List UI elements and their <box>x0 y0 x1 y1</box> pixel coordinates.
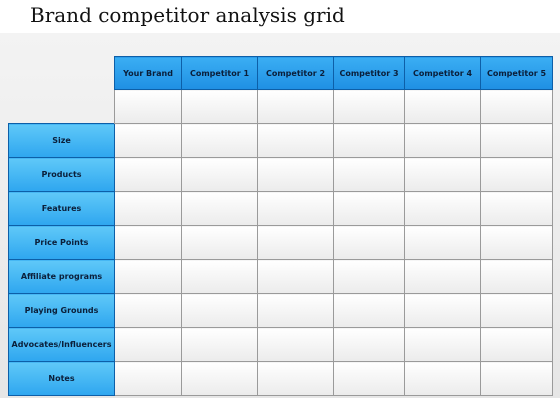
column-header: Competitor 4 <box>404 56 481 90</box>
table-cell[interactable] <box>404 157 481 192</box>
table-cell[interactable] <box>257 123 334 158</box>
column-header: Competitor 2 <box>257 56 334 90</box>
table-cell[interactable] <box>404 361 481 396</box>
table-cell[interactable] <box>114 157 182 192</box>
row-header: Playing Grounds <box>8 293 115 328</box>
table-cell[interactable] <box>333 89 405 124</box>
table-cell[interactable] <box>114 191 182 226</box>
table-row: Price Points <box>8 225 553 260</box>
row-header: Features <box>8 191 115 226</box>
table-cell[interactable] <box>404 89 481 124</box>
table-row: Affiliate programs <box>8 259 553 294</box>
table-row: Features <box>8 191 553 226</box>
table-cell[interactable] <box>404 123 481 158</box>
table-cell[interactable] <box>257 225 334 260</box>
table-cell[interactable] <box>480 361 553 396</box>
corner-cell <box>9 57 115 90</box>
table-cell[interactable] <box>181 191 258 226</box>
table-cell[interactable] <box>333 327 405 362</box>
table-row: Products <box>8 157 553 192</box>
table-cell[interactable] <box>404 225 481 260</box>
table-row: Notes <box>8 361 553 396</box>
table-cell[interactable] <box>114 327 182 362</box>
column-header: Competitor 5 <box>480 56 553 90</box>
table-cell[interactable] <box>181 361 258 396</box>
table-cell[interactable] <box>114 123 182 158</box>
table-cell[interactable] <box>333 293 405 328</box>
row-header: Notes <box>8 361 115 396</box>
table-cell[interactable] <box>181 123 258 158</box>
table-cell[interactable] <box>480 157 553 192</box>
table-cell[interactable] <box>404 327 481 362</box>
row-header: Affiliate programs <box>8 259 115 294</box>
table-cell[interactable] <box>114 89 182 124</box>
table-cell[interactable] <box>257 89 334 124</box>
table-cell[interactable] <box>480 123 553 158</box>
table-cell[interactable] <box>333 225 405 260</box>
table-cell[interactable] <box>404 293 481 328</box>
table-cell[interactable] <box>181 157 258 192</box>
table-cell[interactable] <box>257 259 334 294</box>
table-cell[interactable] <box>480 191 553 226</box>
table-cell[interactable] <box>404 191 481 226</box>
table-cell[interactable] <box>257 293 334 328</box>
table-cell[interactable] <box>480 225 553 260</box>
table-row: Size <box>8 123 553 158</box>
table-cell[interactable] <box>114 225 182 260</box>
table-cell[interactable] <box>114 361 182 396</box>
row-header: Advocates/Influencers <box>8 327 115 362</box>
table-cell[interactable] <box>181 89 258 124</box>
competitor-grid: Your Brand Competitor 1 Competitor 2 Com… <box>8 56 553 396</box>
table-cell[interactable] <box>333 259 405 294</box>
table-cell[interactable] <box>181 293 258 328</box>
table-cell[interactable] <box>480 89 553 124</box>
table-cell[interactable] <box>333 157 405 192</box>
table-cell[interactable] <box>257 327 334 362</box>
table-cell[interactable] <box>257 361 334 396</box>
row-header: Products <box>8 157 115 192</box>
column-header: Competitor 1 <box>181 56 258 90</box>
row-header: Price Points <box>8 225 115 260</box>
row-header: Size <box>8 123 115 158</box>
table-cell[interactable] <box>480 293 553 328</box>
table-row: Advocates/Influencers <box>8 327 553 362</box>
table-cell[interactable] <box>181 327 258 362</box>
table-row: Playing Grounds <box>8 293 553 328</box>
column-header: Your Brand <box>114 56 182 90</box>
blank-row-label <box>9 90 115 124</box>
table-cell[interactable] <box>480 327 553 362</box>
table-cell[interactable] <box>181 259 258 294</box>
header-row: Your Brand Competitor 1 Competitor 2 Com… <box>9 56 553 90</box>
table-cell[interactable] <box>404 259 481 294</box>
table-cell[interactable] <box>333 123 405 158</box>
table-cell[interactable] <box>114 293 182 328</box>
column-header: Competitor 3 <box>333 56 405 90</box>
table-cell[interactable] <box>114 259 182 294</box>
table-cell[interactable] <box>257 191 334 226</box>
table-cell[interactable] <box>333 361 405 396</box>
page-title: Brand competitor analysis grid <box>30 3 345 27</box>
table-cell[interactable] <box>181 225 258 260</box>
table-cell[interactable] <box>257 157 334 192</box>
table-row <box>9 89 553 124</box>
table-cell[interactable] <box>480 259 553 294</box>
table-cell[interactable] <box>333 191 405 226</box>
